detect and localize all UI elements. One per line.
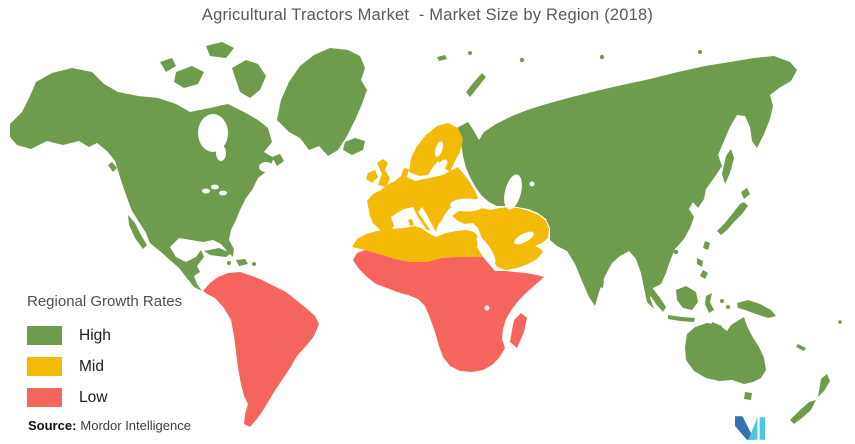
region-vancouver-island (108, 162, 117, 172)
gulf-of-bothnia (434, 141, 444, 157)
lake-victoria (484, 305, 490, 311)
region-madagascar (510, 313, 527, 348)
region-south-america (203, 272, 319, 427)
region-new-zealand-north (818, 374, 830, 397)
hudson-bay (198, 114, 228, 152)
region-sumatra (645, 284, 666, 312)
region-philippines-mindanao (700, 270, 708, 279)
source-text: Mordor Intelligence (80, 418, 191, 433)
legend-label-mid: Mid (79, 357, 104, 375)
region-philippines-luzon (697, 258, 703, 267)
region-sardinia (408, 219, 414, 226)
legend-item-mid: Mid (27, 357, 182, 376)
region-new-siberian-islands (599, 54, 605, 60)
region-svalbard (437, 55, 447, 61)
region-sulawesi (705, 293, 714, 313)
region-middle-east (452, 207, 549, 270)
region-ellesmere-island (206, 42, 234, 58)
source-note: Source: Mordor Intelligence (28, 418, 191, 433)
region-banks-island (160, 58, 176, 72)
region-hokkaido (741, 188, 750, 199)
region-north-america (10, 68, 274, 291)
region-sri-lanka (597, 279, 604, 288)
region-asia (455, 56, 797, 309)
source-label: Source: (28, 418, 77, 433)
region-new-guinea (737, 300, 776, 318)
baltic-sea (434, 159, 448, 175)
region-ireland (366, 170, 378, 183)
region-tasmania (744, 392, 752, 400)
great-lake-2 (211, 184, 219, 190)
legend-label-low: Low (79, 388, 108, 406)
region-moluccas (720, 299, 724, 303)
region-greenland (277, 48, 367, 156)
logo-triangle-shape (748, 417, 758, 440)
region-new-zealand-south (790, 400, 816, 424)
region-iceland (343, 138, 365, 155)
region-java (668, 315, 695, 322)
region-japan (717, 202, 748, 235)
region-new-caledonia (796, 344, 806, 351)
region-wrangel-island (698, 50, 702, 54)
region-sub-saharan-africa (353, 250, 544, 372)
legend-swatch-high (27, 326, 62, 345)
region-fiji (838, 320, 842, 324)
region-baffin-island (232, 60, 266, 98)
legend-item-low: Low (27, 388, 182, 407)
region-north-africa (352, 226, 483, 262)
chart-title: Agricultural Tractors Market - Market Si… (201, 6, 654, 24)
aral-sea (529, 181, 535, 187)
mordor-intelligence-logo-icon (735, 416, 765, 440)
region-europe (367, 167, 478, 232)
region-borneo (676, 286, 698, 310)
legend-item-high: High (27, 326, 182, 345)
legend-title: Regional Growth Rates (27, 293, 183, 310)
region-baja-california (128, 215, 147, 249)
james-bay (216, 145, 226, 161)
red-sea (476, 236, 496, 264)
great-lake-3 (219, 190, 227, 196)
persian-gulf (514, 231, 534, 245)
region-franz-josef (468, 51, 472, 55)
region-australia (685, 317, 766, 384)
region-hainan (673, 249, 679, 255)
region-taiwan (703, 241, 710, 250)
region-moluccas-2 (726, 305, 730, 309)
region-victoria-island (174, 66, 204, 88)
region-newfoundland (272, 154, 284, 166)
region-great-britain (377, 159, 390, 187)
region-southampton-island (214, 105, 226, 116)
region-hispaniola (236, 259, 248, 266)
region-jamaica (227, 261, 231, 265)
gulf-of-st-lawrence (259, 162, 273, 172)
logo-bar-shape (759, 417, 765, 440)
seas-and-lakes (198, 114, 535, 311)
black-sea (450, 198, 484, 212)
caspian-sea (504, 174, 522, 210)
great-lake-1 (202, 188, 210, 194)
region-novaya-zemlya (466, 73, 486, 97)
legend: Regional Growth Rates High Mid Low (27, 293, 182, 419)
region-severnaya-zemlya (519, 57, 525, 63)
region-puerto-rico (252, 262, 256, 266)
regions-low-growth (203, 250, 544, 427)
logo-left-shape (735, 416, 755, 440)
legend-swatch-mid (27, 357, 62, 376)
region-cuba (204, 248, 231, 257)
region-sakhalin (722, 149, 734, 184)
legend-label-high: High (79, 326, 111, 344)
legend-swatch-low (27, 388, 62, 407)
